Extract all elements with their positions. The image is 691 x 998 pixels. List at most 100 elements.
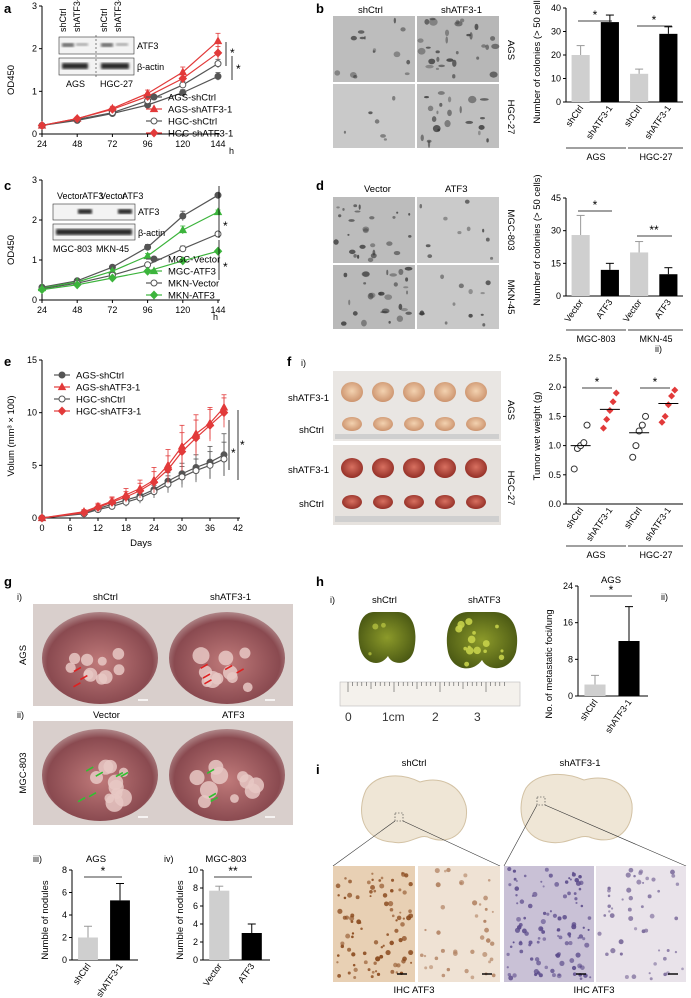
ihc-cell [625,872,631,878]
ihc-cell [574,877,579,883]
ihc-cell [440,948,445,953]
colony-dot [466,33,471,37]
colony-dot [356,254,360,259]
a-blot-cell-hgc: HGC-27 [100,79,133,89]
data-point [205,420,215,430]
metastatic-focus [465,618,473,626]
arrow-marker [208,792,217,799]
h-ruler-ticks [347,682,505,692]
ihc-cell [657,949,661,952]
g-row-ags: AGS [18,645,29,665]
i-caption-1: IHC ATF3 [394,985,435,996]
colony-dot [348,219,355,222]
i-lung-sections [332,774,687,867]
ihc-cell [557,916,562,921]
g-col-2: shATF3-1 [210,592,251,603]
colony-dot [383,138,387,141]
colony-dot [468,313,473,318]
ihc-cell [394,928,399,933]
colony-dot [419,204,423,209]
ihc-cell [464,968,469,974]
colony-dot [425,46,431,49]
panel-i: i shCtrl shATF3-1 IHC ATF3 IHC ATF3 [316,758,687,996]
colony-dot [405,277,409,282]
y-tick-label: 2 [32,44,37,54]
b-photo-ags-shatf3 [417,16,499,82]
panel-c-blot: Vector ATF3 Vector ATF3 ATF3 β-actin MGC… [52,191,165,254]
ihc-cell [367,968,371,972]
colony-dot [458,283,464,289]
data-point [612,389,620,397]
ihc-cell [653,962,657,966]
data-point [108,273,117,283]
y-tick-label: 0.5 [548,470,561,480]
panel-e-series [37,394,229,523]
legend-label: HGC-shATF3-1 [168,129,233,140]
data-point [213,207,223,216]
data-point [583,421,591,429]
panel-f: f i) shATF3-1 shCtrl shATF3-1 shCtrl AGS… [287,344,683,560]
data-point [37,120,47,130]
colony-dot [380,134,386,138]
colony-dot [393,17,397,24]
nodule [112,647,125,660]
colony-dot [359,36,366,40]
ihc-cell [549,910,552,913]
colony-dot [386,241,393,246]
ihc-cell [514,927,521,933]
b-row-hgc: HGC-27 [505,100,516,135]
f-row-3: shATF3-1 [288,465,329,476]
arrow-marker [120,771,129,778]
ihc-cell [578,874,582,879]
f-sig-2: * [653,375,658,389]
colony-dot [444,29,450,37]
metastatic-focus [472,631,476,635]
ihc-cell [589,976,592,979]
f-group-hgc: HGC-27 [639,550,672,560]
series-line [41,63,219,127]
h-lung-shctrl [358,612,416,663]
bar [241,933,262,960]
x-tick-label: 6 [67,523,72,533]
colony-dot [480,313,484,316]
colony-dot [436,110,439,115]
panel-a: a OD450 0 1 2 3 24 48 72 96 120 144 h shCtrl shA… [4,0,241,156]
metastatic-focus [483,649,487,654]
nodule [80,653,94,666]
ihc-cell [376,972,381,977]
ihc-cell [571,965,577,971]
d-photo-mkn-atf3 [417,265,499,329]
tumor [435,417,455,431]
colony-dot [432,124,441,133]
panel-a-series [37,32,223,130]
ihc-cell [536,960,541,966]
c-blot-row-actin: β-actin [138,228,165,238]
panel-a-yticks: 0 1 2 3 [32,1,42,139]
ihc-cell [484,907,488,911]
ihc-cell [568,935,571,938]
y-tick-label: 0 [568,691,573,701]
legend-label: MGC-Vector [168,255,220,266]
ihc-cell [657,889,661,893]
ihc-cell [539,927,544,931]
ihc-cell [344,877,347,880]
a-blot-row-atf3: ATF3 [137,41,158,51]
ihc-cell [626,887,632,893]
data-point [638,421,646,429]
colony-dot [386,269,389,276]
nodule [211,672,224,685]
x-tick-label: 24 [149,523,159,533]
x-tick-label: shCtrl [578,697,600,722]
data-point [107,497,117,507]
y-tick-label: 0 [62,955,67,965]
x-tick-label: Vector [621,297,644,324]
i-zoom-box-1 [394,812,404,822]
y-tick-label: 6 [62,888,67,898]
colony-dot [404,72,410,76]
h-bars: shCtrl shATF3-1 [578,606,640,735]
x-tick-label: 144 [210,139,225,149]
ihc-cell [482,951,488,957]
legend-label: AGS-shCtrl [168,93,216,104]
ihc-cell [577,936,580,940]
colony-dot [393,250,401,256]
